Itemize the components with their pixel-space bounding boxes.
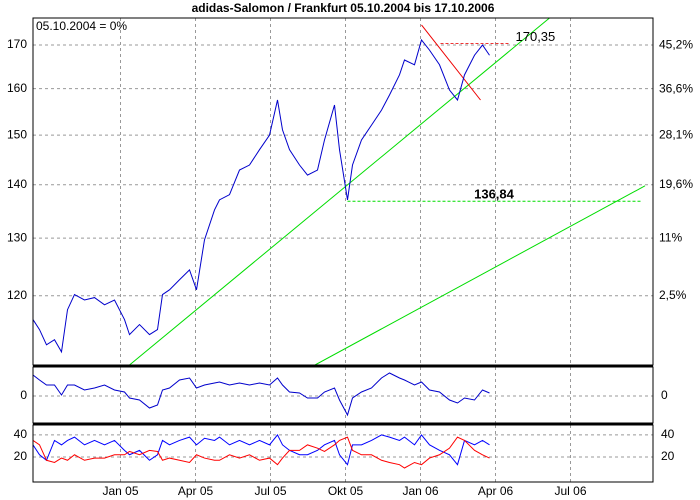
x-tick-label: Jan 06 (402, 484, 438, 498)
series-line (33, 434, 490, 466)
series-line (33, 38, 490, 354)
x-tick-label: Apr 05 (178, 484, 214, 498)
y-tick-label: 160 (7, 81, 27, 95)
y-tick-label: 120 (7, 288, 27, 302)
series-line (33, 436, 490, 469)
y-tick-label: 150 (7, 127, 27, 141)
y-tick-label: 170 (7, 37, 27, 51)
x-tick-label: Jul 05 (254, 484, 286, 498)
y-tick-label-right: 40 (661, 427, 675, 441)
level-label: 136,84 (474, 187, 515, 202)
y-tick-label: 130 (7, 230, 27, 244)
chart-title: adidas-Salomon / Frankfurt 05.10.2004 bi… (192, 1, 495, 15)
trend-line (314, 185, 646, 365)
x-tick-label: Okt 05 (328, 484, 364, 498)
y2-tick-label: 36,6% (659, 81, 693, 95)
series-line (33, 372, 490, 417)
y2-tick-label: 11% (659, 231, 682, 245)
y-tick-label: 0 (20, 388, 27, 402)
x-tick-label: Jul 06 (554, 484, 586, 498)
y2-tick-label: 19,6% (659, 177, 693, 191)
y-tick-label-right: 0 (661, 388, 668, 402)
y2-tick-label: 2,5% (659, 288, 687, 302)
base-note: 05.10.2004 = 0% (36, 19, 127, 33)
y2-tick-label: 28,1% (659, 128, 693, 142)
y-tick-label: 140 (7, 177, 27, 191)
trend-line (421, 24, 481, 101)
trend-line (129, 18, 550, 365)
x-tick-label: Apr 06 (478, 484, 514, 498)
x-tick-label: Jan 05 (102, 484, 138, 498)
y-tick-label: 20 (14, 449, 28, 463)
level-label: 170,35 (516, 29, 556, 44)
y-tick-label: 40 (14, 427, 28, 441)
y-tick-label-right: 20 (661, 449, 675, 463)
y2-tick-label: 45,2% (659, 37, 693, 51)
